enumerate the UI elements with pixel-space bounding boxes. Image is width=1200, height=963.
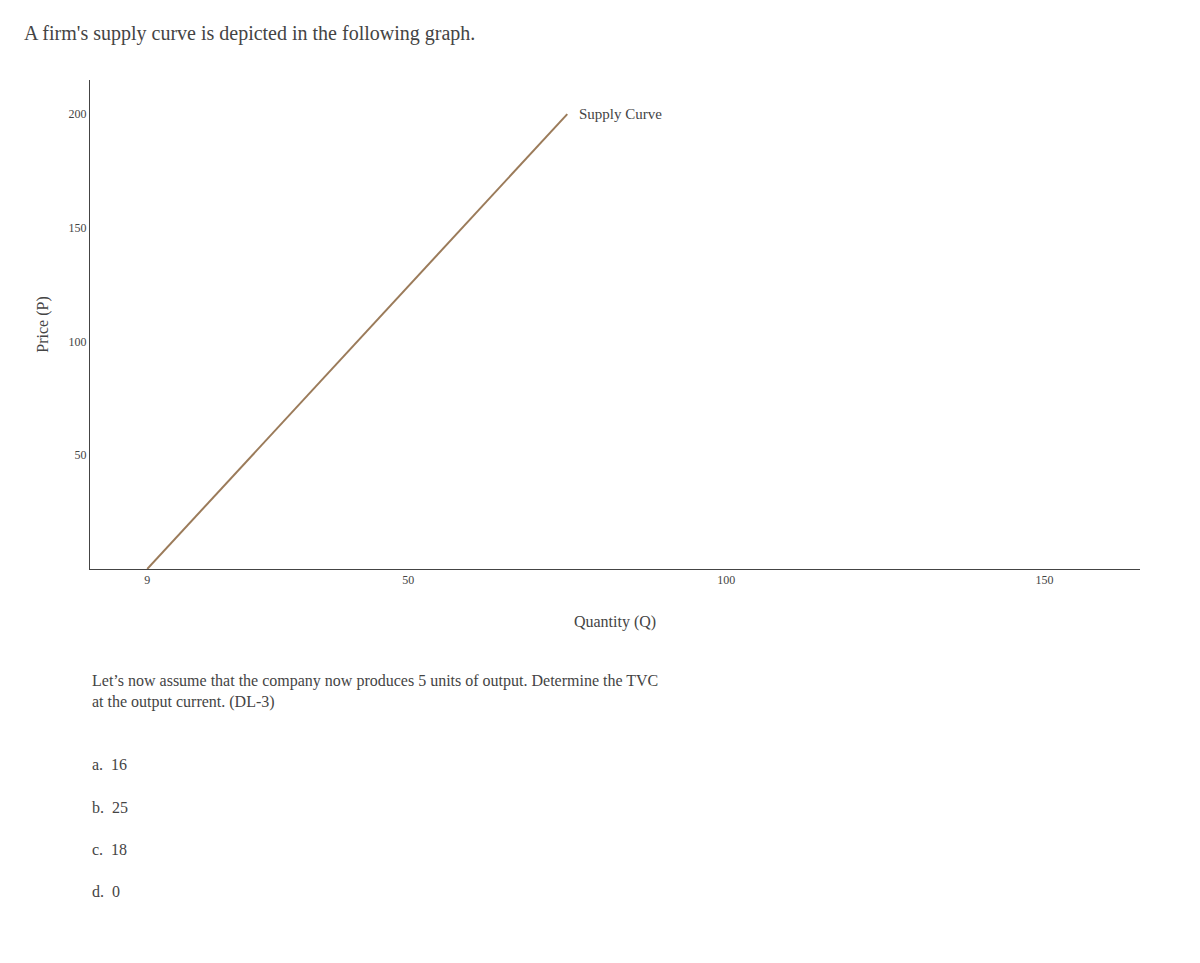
svg-text:Quantity (Q): Quantity (Q) xyxy=(574,613,656,631)
svg-text:50: 50 xyxy=(402,573,414,587)
svg-text:b. 25: b. 25 xyxy=(92,799,128,816)
svg-text:9: 9 xyxy=(144,573,150,587)
svg-text:A firm's supply curve is depic: A firm's supply curve is depicted in the… xyxy=(24,22,475,45)
svg-text:150: 150 xyxy=(1036,573,1054,587)
svg-text:150: 150 xyxy=(69,221,87,235)
svg-text:a. 16: a. 16 xyxy=(92,756,127,773)
svg-text:100: 100 xyxy=(69,335,87,349)
svg-text:100: 100 xyxy=(717,573,735,587)
svg-text:c. 18: c. 18 xyxy=(92,841,127,858)
svg-text:Supply Curve: Supply Curve xyxy=(579,106,662,122)
svg-text:Let’s now assume that the comp: Let’s now assume that the company now pr… xyxy=(92,672,658,711)
svg-text:50: 50 xyxy=(75,448,87,462)
svg-text:Price (P): Price (P) xyxy=(34,296,52,352)
svg-text:200: 200 xyxy=(69,107,87,121)
svg-text:d. 0: d. 0 xyxy=(92,883,120,900)
